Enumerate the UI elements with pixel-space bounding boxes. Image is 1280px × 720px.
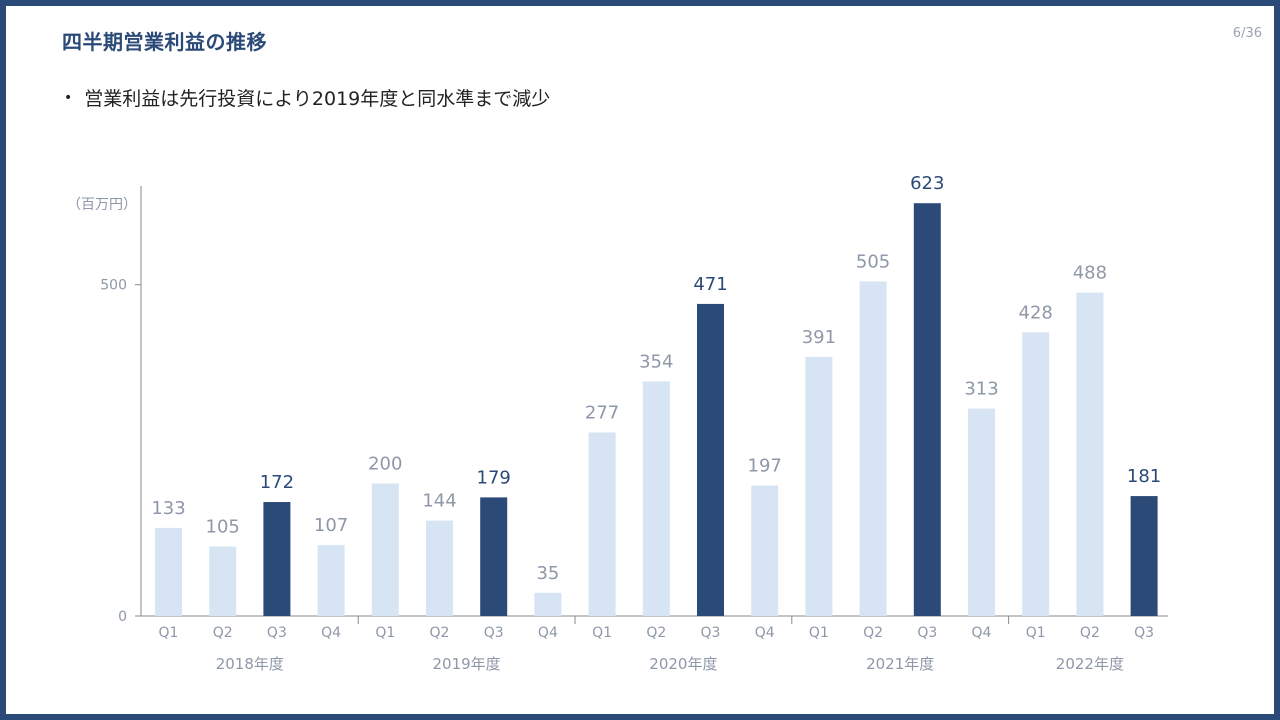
x-tick-label: Q2: [1080, 625, 1100, 641]
bar: [534, 592, 562, 616]
bullet-icon: •: [64, 89, 73, 106]
bar: [805, 356, 833, 616]
y-tick-label: 0: [118, 609, 127, 625]
x-group-label: 2019年度: [433, 655, 501, 673]
bar-value-label: 200: [368, 453, 402, 474]
x-tick-label: Q4: [755, 625, 775, 641]
x-tick-label: Q2: [213, 625, 233, 641]
bar-value-label: 181: [1127, 466, 1161, 487]
bar-value-label: 277: [585, 402, 619, 423]
x-group-label: 2021年度: [866, 655, 934, 673]
bar-value-label: 505: [856, 251, 890, 272]
bar-value-label: 144: [422, 491, 456, 512]
x-tick-label: Q1: [592, 625, 612, 641]
bar: [209, 546, 237, 616]
page-title: 四半期営業利益の推移: [62, 30, 267, 54]
bar: [859, 281, 887, 616]
x-tick-label: Q1: [159, 625, 179, 641]
bar: [751, 485, 779, 616]
bar-value-label: 179: [477, 467, 511, 488]
x-group-label: 2018年度: [216, 655, 284, 673]
bar: [426, 520, 453, 616]
bar-value-label: 197: [748, 455, 782, 476]
bar-value-label: 428: [1019, 302, 1053, 323]
bar-value-label: 391: [802, 327, 836, 348]
bar-value-label: 35: [536, 563, 559, 584]
bar-value-label: 471: [693, 274, 727, 295]
bar: [588, 432, 616, 616]
bar: [1022, 332, 1050, 616]
x-tick-label: Q2: [430, 625, 450, 641]
bullet-text: 営業利益は先行投資により2019年度と同水準まで減少: [84, 88, 551, 110]
x-tick-label: Q3: [484, 625, 504, 641]
bar: [913, 203, 941, 616]
x-tick-label: Q3: [917, 625, 937, 641]
bar: [968, 408, 995, 616]
x-tick-label: Q4: [321, 625, 341, 641]
bar: [1130, 496, 1158, 616]
bar: [371, 483, 399, 616]
bar-value-label: 172: [260, 472, 294, 493]
x-tick-label: Q2: [863, 625, 883, 641]
x-tick-label: Q3: [701, 625, 721, 641]
bar-value-label: 107: [314, 515, 348, 536]
x-tick-label: Q4: [538, 625, 558, 641]
x-tick-label: Q2: [646, 625, 666, 641]
bar: [155, 527, 182, 616]
bar-value-label: 488: [1073, 263, 1107, 284]
x-tick-label: Q4: [972, 625, 992, 641]
bar-value-label: 105: [206, 516, 240, 537]
bar: [263, 502, 291, 616]
x-tick-label: Q1: [1026, 625, 1046, 641]
x-tick-label: Q3: [267, 625, 287, 641]
x-tick-label: Q3: [1134, 625, 1154, 641]
bar: [317, 545, 345, 616]
bullet-point: • 営業利益は先行投資により2019年度と同水準まで減少: [64, 84, 550, 111]
y-axis-unit-label: （百万円）: [67, 197, 137, 213]
bar-value-label: 313: [964, 379, 998, 400]
page-number: 6/36: [1232, 26, 1262, 41]
x-tick-label: Q1: [809, 625, 829, 641]
bar: [697, 303, 724, 616]
bar-value-label: 623: [910, 173, 944, 194]
x-group-label: 2022年度: [1056, 655, 1124, 673]
bar: [1076, 292, 1104, 616]
bar: [480, 497, 508, 616]
y-tick-label: 500: [100, 278, 127, 294]
x-group-label: 2020年度: [649, 655, 717, 673]
bar-value-label: 133: [151, 498, 185, 519]
x-tick-label: Q1: [375, 625, 395, 641]
bar-value-label: 354: [639, 351, 673, 372]
bar: [642, 381, 670, 616]
